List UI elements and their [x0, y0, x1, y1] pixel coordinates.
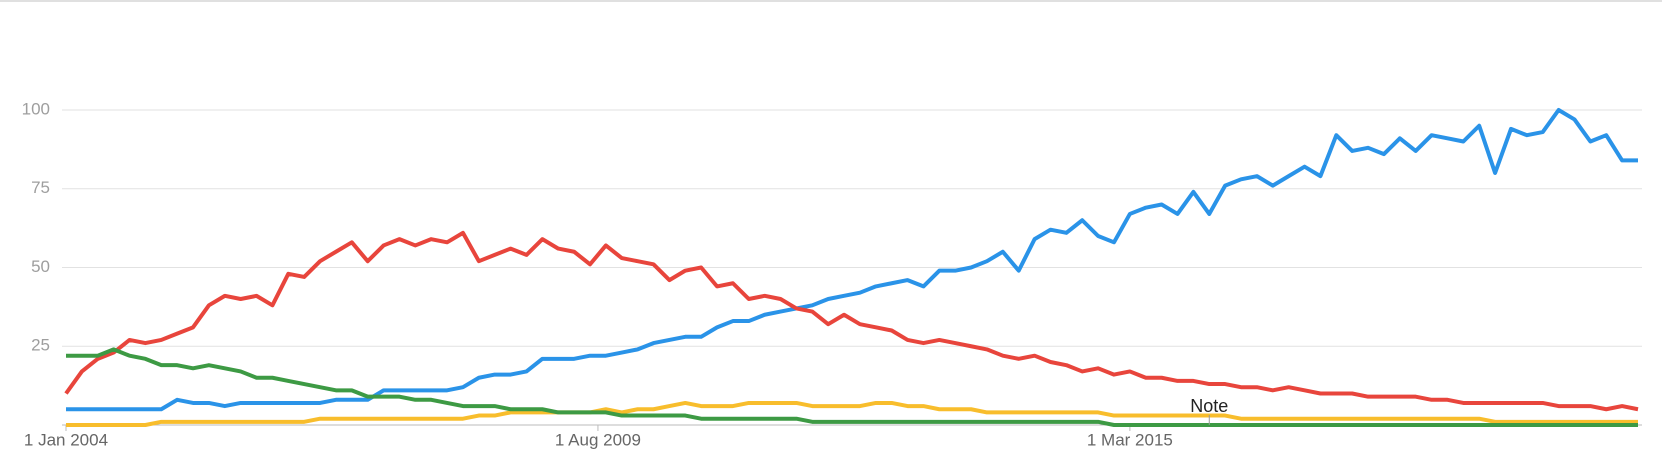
y-tick-label: 50 — [31, 257, 50, 276]
y-tick-label: 25 — [31, 336, 50, 355]
x-tick-label: 1 Jan 2004 — [24, 430, 108, 449]
y-tick-label: 75 — [31, 178, 50, 197]
x-tick-label: 1 Aug 2009 — [555, 430, 641, 449]
x-tick-label: 1 Mar 2015 — [1087, 430, 1173, 449]
series-line — [64, 230, 1639, 412]
series-line — [66, 400, 1638, 427]
series-line — [66, 108, 1638, 412]
annotation: Note — [1190, 396, 1228, 416]
y-tick-label: 100 — [22, 99, 50, 118]
series-line — [66, 347, 1638, 427]
